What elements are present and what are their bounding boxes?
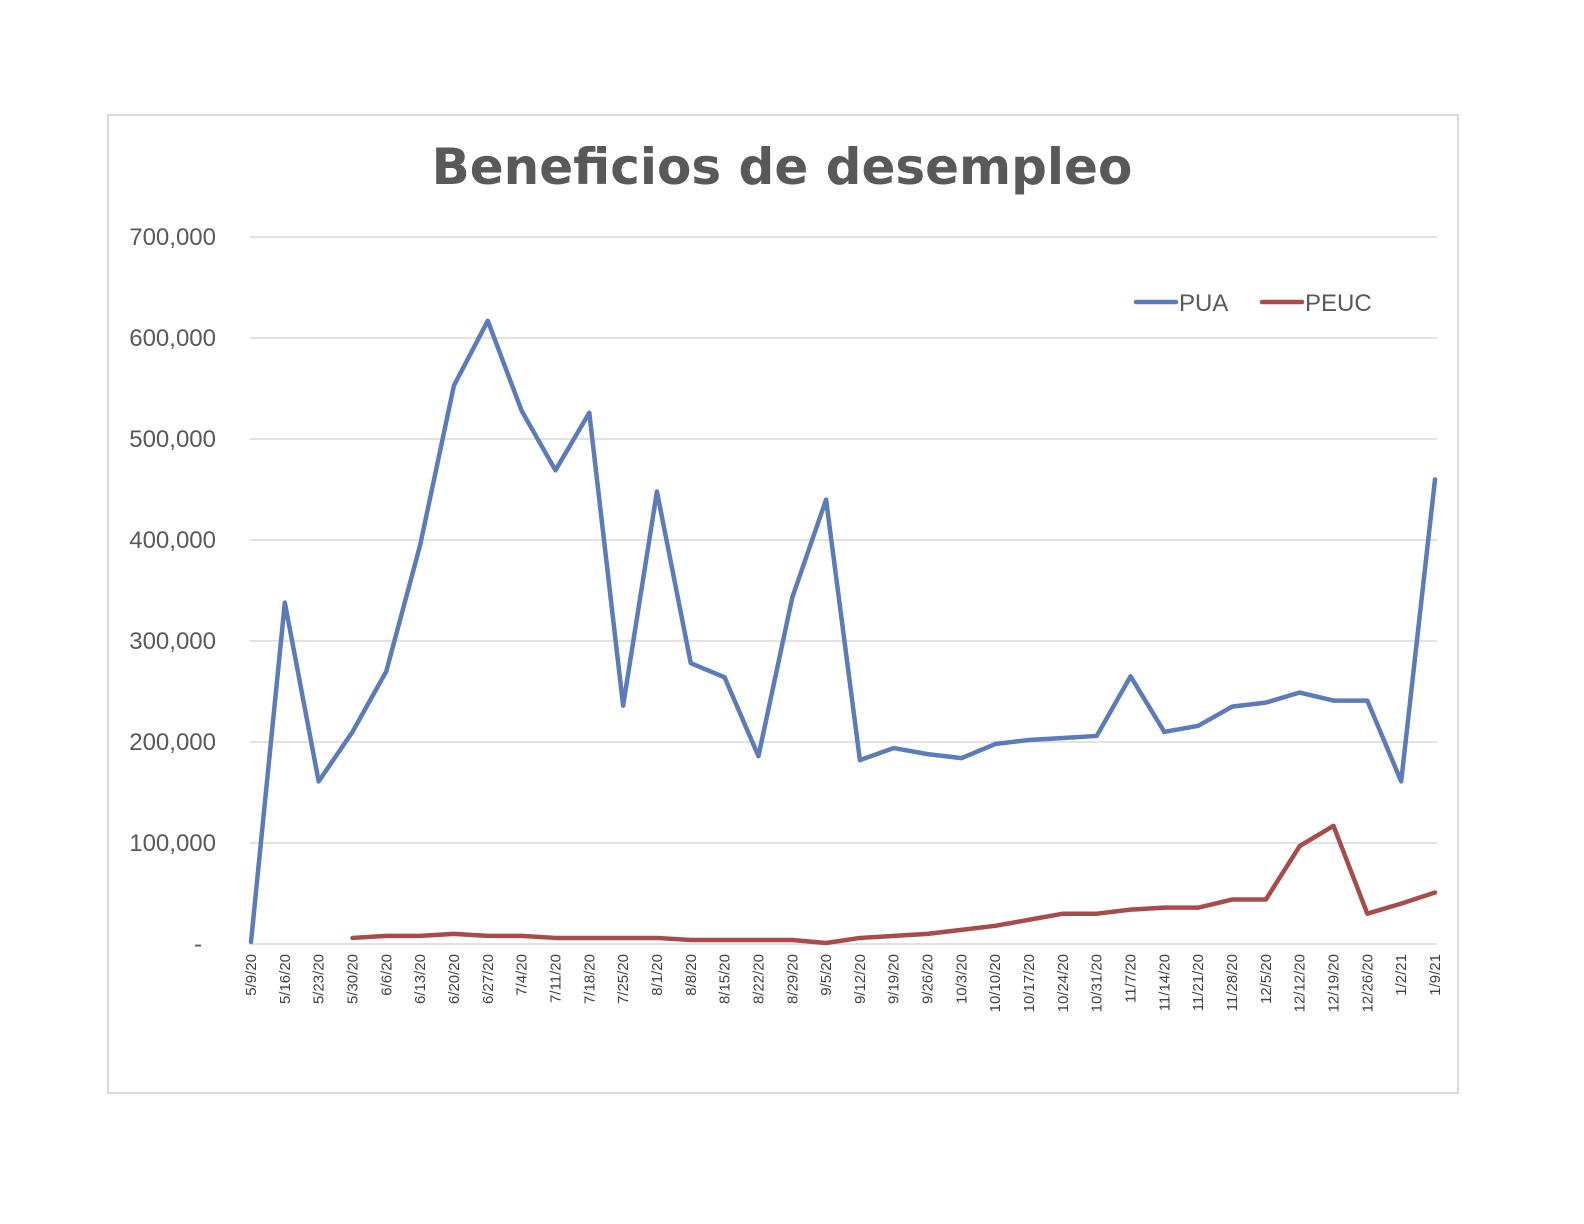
x-tick-label: 1/2/21: [1393, 954, 1410, 996]
x-tick-label: 9/26/20: [920, 954, 937, 1004]
series-line-peuc: [350, 823, 1438, 946]
y-tick-label: 400,000: [129, 527, 216, 554]
gridlines: [250, 236, 1437, 945]
x-tick-label: 5/9/20: [243, 954, 260, 996]
x-tick-label: 5/23/20: [311, 954, 328, 1004]
x-tick-label: 6/20/20: [446, 954, 463, 1004]
legend-label-peuc: PEUC: [1305, 290, 1372, 317]
x-tick-label: 11/7/20: [1123, 954, 1140, 1003]
x-tick-label: 5/30/20: [344, 954, 361, 1004]
x-tick-label: 12/26/20: [1359, 954, 1376, 1012]
x-tick-label: 7/25/20: [615, 954, 632, 1004]
chart-frame: [107, 114, 1459, 1094]
y-tick-label: 100,000: [129, 830, 216, 857]
x-tick-label: 9/12/20: [852, 954, 869, 1004]
x-tick-label: 8/22/20: [750, 954, 767, 1004]
x-tick-label: 8/15/20: [717, 954, 734, 1004]
x-tick-label: 6/13/20: [412, 954, 429, 1004]
x-tick-label: 7/18/20: [581, 954, 598, 1004]
x-tick-label: 11/28/20: [1224, 954, 1241, 1011]
series-lines: [248, 318, 1438, 946]
x-tick-label: 11/14/20: [1156, 954, 1173, 1011]
x-tick-label: 9/19/20: [886, 954, 903, 1004]
y-tick-label: 200,000: [129, 729, 216, 756]
y-tick-label: 500,000: [129, 426, 216, 453]
x-tick-label: 12/12/20: [1292, 954, 1309, 1012]
x-tick-label: 10/17/20: [1021, 954, 1038, 1012]
x-tick-label: 7/4/20: [514, 954, 531, 996]
x-axis-ticks: 5/9/20 5/16/20 5/23/20 5/30/20 6/6/20 6/13/20…: [243, 954, 1444, 1012]
x-tick-label: 12/5/20: [1258, 954, 1275, 1004]
x-tick-label: 10/31/20: [1089, 954, 1106, 1012]
x-tick-label: 5/16/20: [277, 954, 294, 1004]
x-tick-label: 7/11/20: [547, 954, 564, 1003]
x-tick-label: 8/1/20: [649, 954, 666, 996]
y-tick-label: -: [194, 931, 202, 958]
legend-label-pua: PUA: [1179, 290, 1228, 317]
x-tick-label: 10/10/20: [987, 954, 1004, 1012]
y-axis-ticks: - 100,000 200,000 300,000 400,000 500,000 600,…: [129, 224, 216, 958]
x-tick-label: 8/29/20: [784, 954, 801, 1004]
x-tick-label: 10/3/20: [953, 954, 970, 1004]
y-tick-label: 600,000: [129, 325, 216, 352]
x-tick-label: 10/24/20: [1055, 954, 1072, 1012]
x-tick-label: 8/8/20: [683, 954, 700, 996]
x-tick-label: 9/5/20: [818, 954, 835, 996]
legend: PUA PEUC: [1133, 290, 1372, 317]
chart-title: Beneficios de desempleo: [431, 138, 1133, 196]
x-tick-label: 1/9/21: [1427, 954, 1444, 996]
y-tick-label: 700,000: [129, 224, 216, 251]
x-tick-label: 12/19/20: [1326, 954, 1343, 1012]
series-line-pua: [248, 318, 1438, 945]
x-tick-label: 6/6/20: [378, 954, 395, 996]
x-tick-label: 6/27/20: [480, 954, 497, 1004]
y-tick-label: 300,000: [129, 628, 216, 655]
x-tick-label: 11/21/20: [1190, 954, 1207, 1011]
